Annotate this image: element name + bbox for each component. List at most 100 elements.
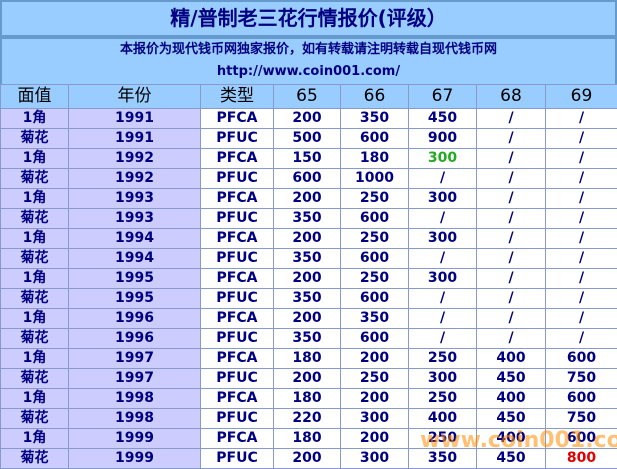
table-cell: / [476, 308, 546, 329]
table-cell: PFUC [200, 168, 274, 189]
table-cell: 250 [340, 268, 409, 289]
table-row: 菊花 1998 PFUC 220 300 400 450 750 [0, 408, 617, 429]
table-cell: 800 [545, 448, 617, 469]
table-row: 菊花 1996 PFUC 350 600// / [0, 328, 617, 349]
table-cell: / [476, 328, 546, 349]
table-cell: 1991 [68, 128, 201, 149]
table-cell: 300 [408, 228, 477, 249]
table-cell: 200 [273, 368, 341, 389]
table-row: 1角 1994 PFCA 200 250 300// [0, 228, 617, 249]
title: 精/普制老三花行情报价(评级） [0, 0, 617, 37]
table-cell: 1997 [68, 368, 201, 389]
table-cell: 1992 [68, 168, 201, 189]
table-cell: 350 [340, 108, 409, 129]
table-cell: 250 [408, 388, 477, 409]
table-cell: 1角 [0, 388, 69, 409]
table-cell: / [408, 208, 477, 229]
table-cell: PFCA [200, 308, 274, 329]
table-cell: PFCA [200, 228, 274, 249]
table-cell: / [408, 248, 477, 269]
table-body: 1角 1991 PFCA 200 350 450// 菊花 1991 PFUC 500 600 900… [0, 108, 617, 469]
table-cell: 600 [545, 388, 617, 409]
column-header: 67 [408, 84, 477, 109]
table-cell: 菊花 [0, 328, 69, 349]
table-cell: / [476, 188, 546, 209]
table-cell: / [545, 308, 617, 329]
table-cell: / [476, 248, 546, 269]
price-table: 面值 年份 类型 65 66 67 68 69 1角 1991 PFCA 200 350 450// 菊花… [0, 84, 617, 469]
table-cell: PFCA [200, 268, 274, 289]
table-cell: / [545, 268, 617, 289]
table-cell: 200 [340, 388, 409, 409]
table-cell: 1000 [340, 168, 409, 189]
table-cell: 600 [545, 348, 617, 369]
url: http://www.coin001.com/ [216, 64, 401, 79]
table-cell: / [476, 168, 546, 189]
table-cell: 400 [476, 388, 546, 409]
column-header: 68 [476, 84, 546, 109]
table-cell: / [545, 168, 617, 189]
table-cell: 400 [408, 408, 477, 429]
table-cell: PFUC [200, 208, 274, 229]
table-row: 菊花 1994 PFUC 350 600// / [0, 248, 617, 269]
table-cell: 200 [273, 108, 341, 129]
table-cell: 180 [273, 388, 341, 409]
table-cell: 1998 [68, 408, 201, 429]
table-cell: 菊花 [0, 368, 69, 389]
table-row: 菊花 1995 PFUC 350 600// / [0, 288, 617, 309]
table-row: 菊花 1997 PFUC 200 250 300 450 750 [0, 368, 617, 389]
table-cell: PFCA [200, 428, 274, 449]
table-cell: 600 [340, 248, 409, 269]
table-cell: 1991 [68, 108, 201, 129]
table-cell: 1993 [68, 188, 201, 209]
table-cell: 600 [273, 168, 341, 189]
table-cell: 1994 [68, 228, 201, 249]
table-cell: 1角 [0, 108, 69, 129]
table-cell: 150 [273, 148, 341, 169]
table-row: 菊花 1993 PFUC 350 600// / [0, 208, 617, 229]
table-row: 1角 1997 PFCA 180 200 250 400 600 [0, 348, 617, 369]
table-cell: 220 [273, 408, 341, 429]
table-cell: / [545, 128, 617, 149]
table-row: 1角 1995 PFCA 200 250 300// [0, 268, 617, 289]
table-cell: 1角 [0, 228, 69, 249]
table-cell: 900 [408, 128, 477, 149]
table-cell: 菊花 [0, 168, 69, 189]
table-cell: 1角 [0, 428, 69, 449]
table-cell: / [545, 188, 617, 209]
table-cell: 300 [340, 448, 409, 469]
table-cell: 180 [340, 148, 409, 169]
table-cell: 600 [340, 288, 409, 309]
column-header: 类型 [200, 84, 274, 109]
table-cell: PFCA [200, 108, 274, 129]
table-cell: 600 [340, 328, 409, 349]
watermark: www.coin001.com [420, 428, 617, 453]
table-cell: 200 [340, 348, 409, 369]
table-cell: 菊花 [0, 248, 69, 269]
table-row: 菊花 1999 PFUC 200 300 350 450 800 [0, 448, 617, 469]
subtitle: 本报价为现代钱币网独家报价，如有转载请注明转载自现代钱币网 [119, 42, 497, 57]
column-header: 年份 [68, 84, 201, 109]
column-header: 面值 [0, 84, 69, 109]
table-cell: 1996 [68, 328, 201, 349]
table-cell: 菊花 [0, 408, 69, 429]
table-cell: 1999 [68, 428, 201, 449]
table-cell: 180 [273, 428, 341, 449]
table-cell: 1996 [68, 308, 201, 329]
table-cell: / [476, 108, 546, 129]
table-cell: 菊花 [0, 288, 69, 309]
table-cell: 1998 [68, 388, 201, 409]
table-cell: 250 [408, 428, 477, 449]
table-cell: 300 [340, 408, 409, 429]
table-cell: 300 [408, 368, 477, 389]
table-cell: 1角 [0, 148, 69, 169]
table-cell: 350 [273, 288, 341, 309]
table-cell: 1993 [68, 208, 201, 229]
table-cell: PFCA [200, 388, 274, 409]
table-cell: 600 [340, 128, 409, 149]
table-cell: 1角 [0, 348, 69, 369]
table-cell: 250 [340, 188, 409, 209]
table-cell: 300 [408, 268, 477, 289]
table-cell: 600 [545, 428, 617, 449]
